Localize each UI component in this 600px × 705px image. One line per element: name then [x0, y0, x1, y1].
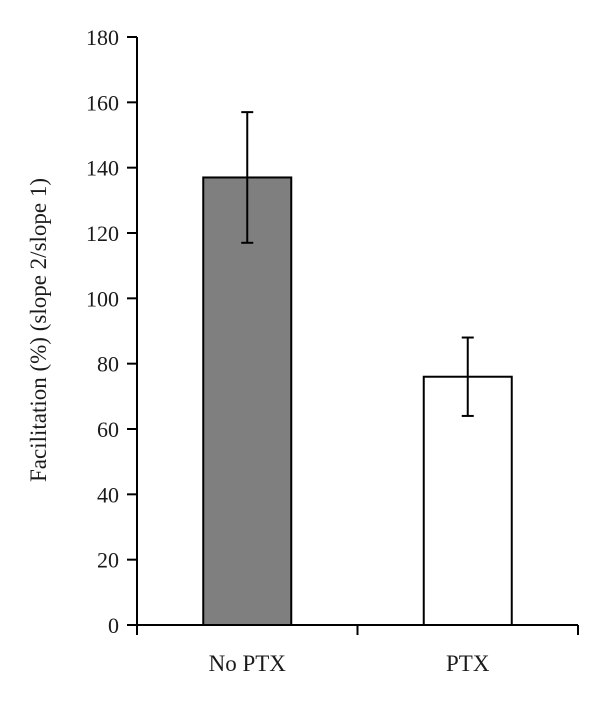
- x-tick-label: PTX: [446, 651, 490, 676]
- bars-layer: [202, 176, 513, 626]
- y-tick-label: 60: [97, 417, 119, 442]
- y-tick-label: 160: [86, 90, 119, 115]
- x-tick-label: No PTX: [209, 651, 287, 676]
- error-bars-layer: [241, 111, 474, 417]
- bar-no-ptx: [202, 176, 293, 626]
- axes-layer: [127, 36, 579, 635]
- y-tick-label: 120: [86, 221, 119, 246]
- y-axis-title: Facilitation (%) (slope 2/slope 1): [26, 178, 51, 482]
- y-tick-label: 180: [86, 25, 119, 50]
- labels-layer: No PTX PTX 0 20 40 60 80 100 120 140 160 180: [86, 25, 490, 676]
- y-tick-label: 100: [86, 286, 119, 311]
- bar-ptx: [422, 375, 513, 626]
- y-tick-label: 140: [86, 156, 119, 181]
- y-tick-label: 20: [97, 548, 119, 573]
- y-tick-label: 80: [97, 352, 119, 377]
- y-tick-label: 40: [97, 482, 119, 507]
- y-tick-label: 0: [108, 613, 119, 638]
